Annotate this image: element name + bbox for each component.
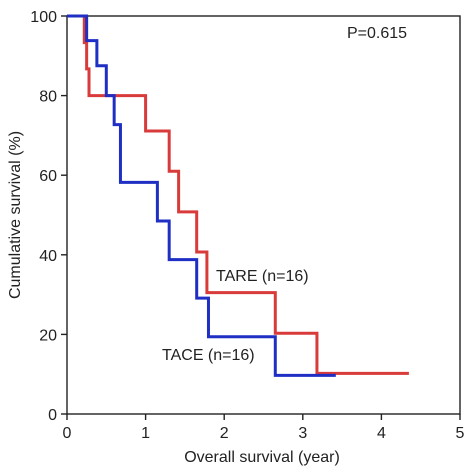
tace-series-label: TACE (n=16) [162,347,255,364]
x-tick-label: 1 [141,425,150,442]
p-value-label: P=0.615 [347,25,407,42]
tace-curve [67,14,336,377]
y-tick-label: 40 [39,248,57,265]
y-tick-label: 80 [39,89,57,106]
plot-frame [66,15,461,415]
x-tick-label: 4 [377,425,386,442]
series-layer [67,14,409,377]
y-tick-label: 100 [30,9,57,26]
y-axis-title: Cumulative survival (%) [7,131,24,299]
tare-curve [67,14,409,375]
x-tick-label: 5 [456,425,465,442]
y-tick-label: 20 [39,327,57,344]
x-tick-label: 2 [220,425,229,442]
x-tick-label: 0 [63,425,72,442]
y-tick-label: 60 [39,168,57,185]
x-tick-label: 3 [298,425,307,442]
tare-series-label: TARE (n=16) [216,268,309,285]
x-axis-title: Overall survival (year) [184,449,340,466]
y-tick-label: 0 [48,407,57,424]
axes: 0 1 2 3 4 5 0 20 40 60 80 100 [30,9,464,442]
